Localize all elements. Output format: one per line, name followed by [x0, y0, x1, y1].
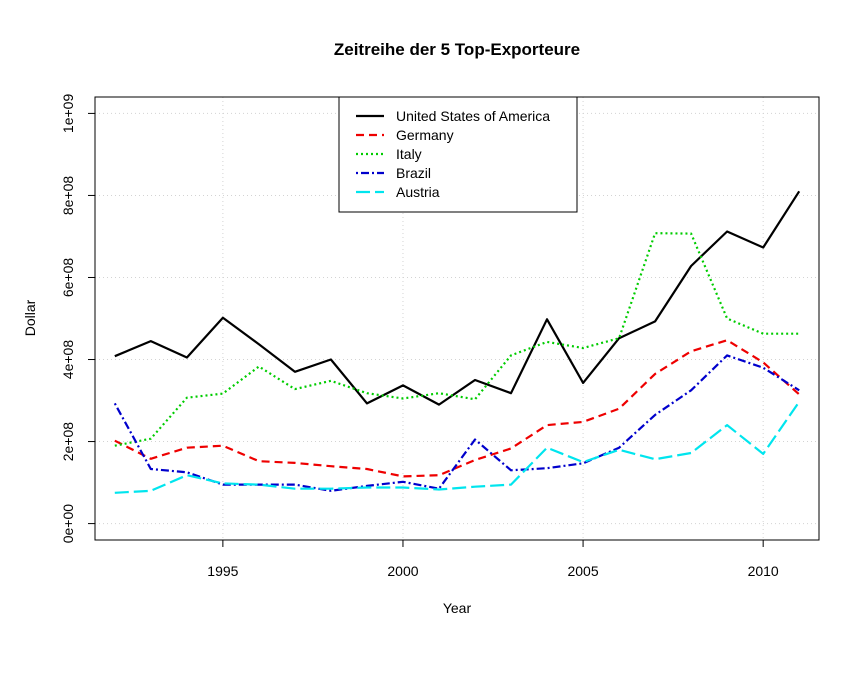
- y-tick-label: 2e+08: [60, 422, 76, 462]
- y-tick-label: 1e+09: [60, 94, 76, 134]
- y-axis-label: Dollar: [22, 299, 38, 336]
- y-tick-label: 4e+08: [60, 340, 76, 380]
- x-tick-label: 2005: [567, 563, 598, 579]
- series-line-5: [114, 401, 801, 494]
- legend-label: United States of America: [396, 108, 550, 124]
- chart-title: Zeitreihe der 5 Top-Exporteure: [334, 40, 580, 59]
- series-line-2: [114, 339, 800, 478]
- series-line-3: [114, 232, 800, 447]
- grid: [95, 97, 819, 540]
- y-axis: 0e+00 2e+08 4e+08 6e+08 8e+08 1e+09: [60, 94, 95, 544]
- legend-label: Germany: [396, 127, 454, 143]
- series-line-1: [114, 190, 801, 406]
- y-tick-label: 0e+00: [60, 504, 76, 544]
- legend-label: Brazil: [396, 165, 431, 181]
- y-tick-label: 8e+08: [60, 176, 76, 216]
- y-tick-label: 6e+08: [60, 258, 76, 298]
- x-tick-label: 1995: [207, 563, 238, 579]
- x-tick-label: 2010: [748, 563, 779, 579]
- x-axis-label: Year: [443, 600, 472, 616]
- legend: United States of America Germany Italy Braz…: [338, 96, 578, 213]
- x-axis: 1995 2000 2005 2010: [207, 540, 779, 579]
- legend-label: Austria: [396, 184, 440, 200]
- series-lines: [113, 190, 801, 494]
- x-tick-label: 2000: [387, 563, 418, 579]
- legend-label: Italy: [396, 146, 422, 162]
